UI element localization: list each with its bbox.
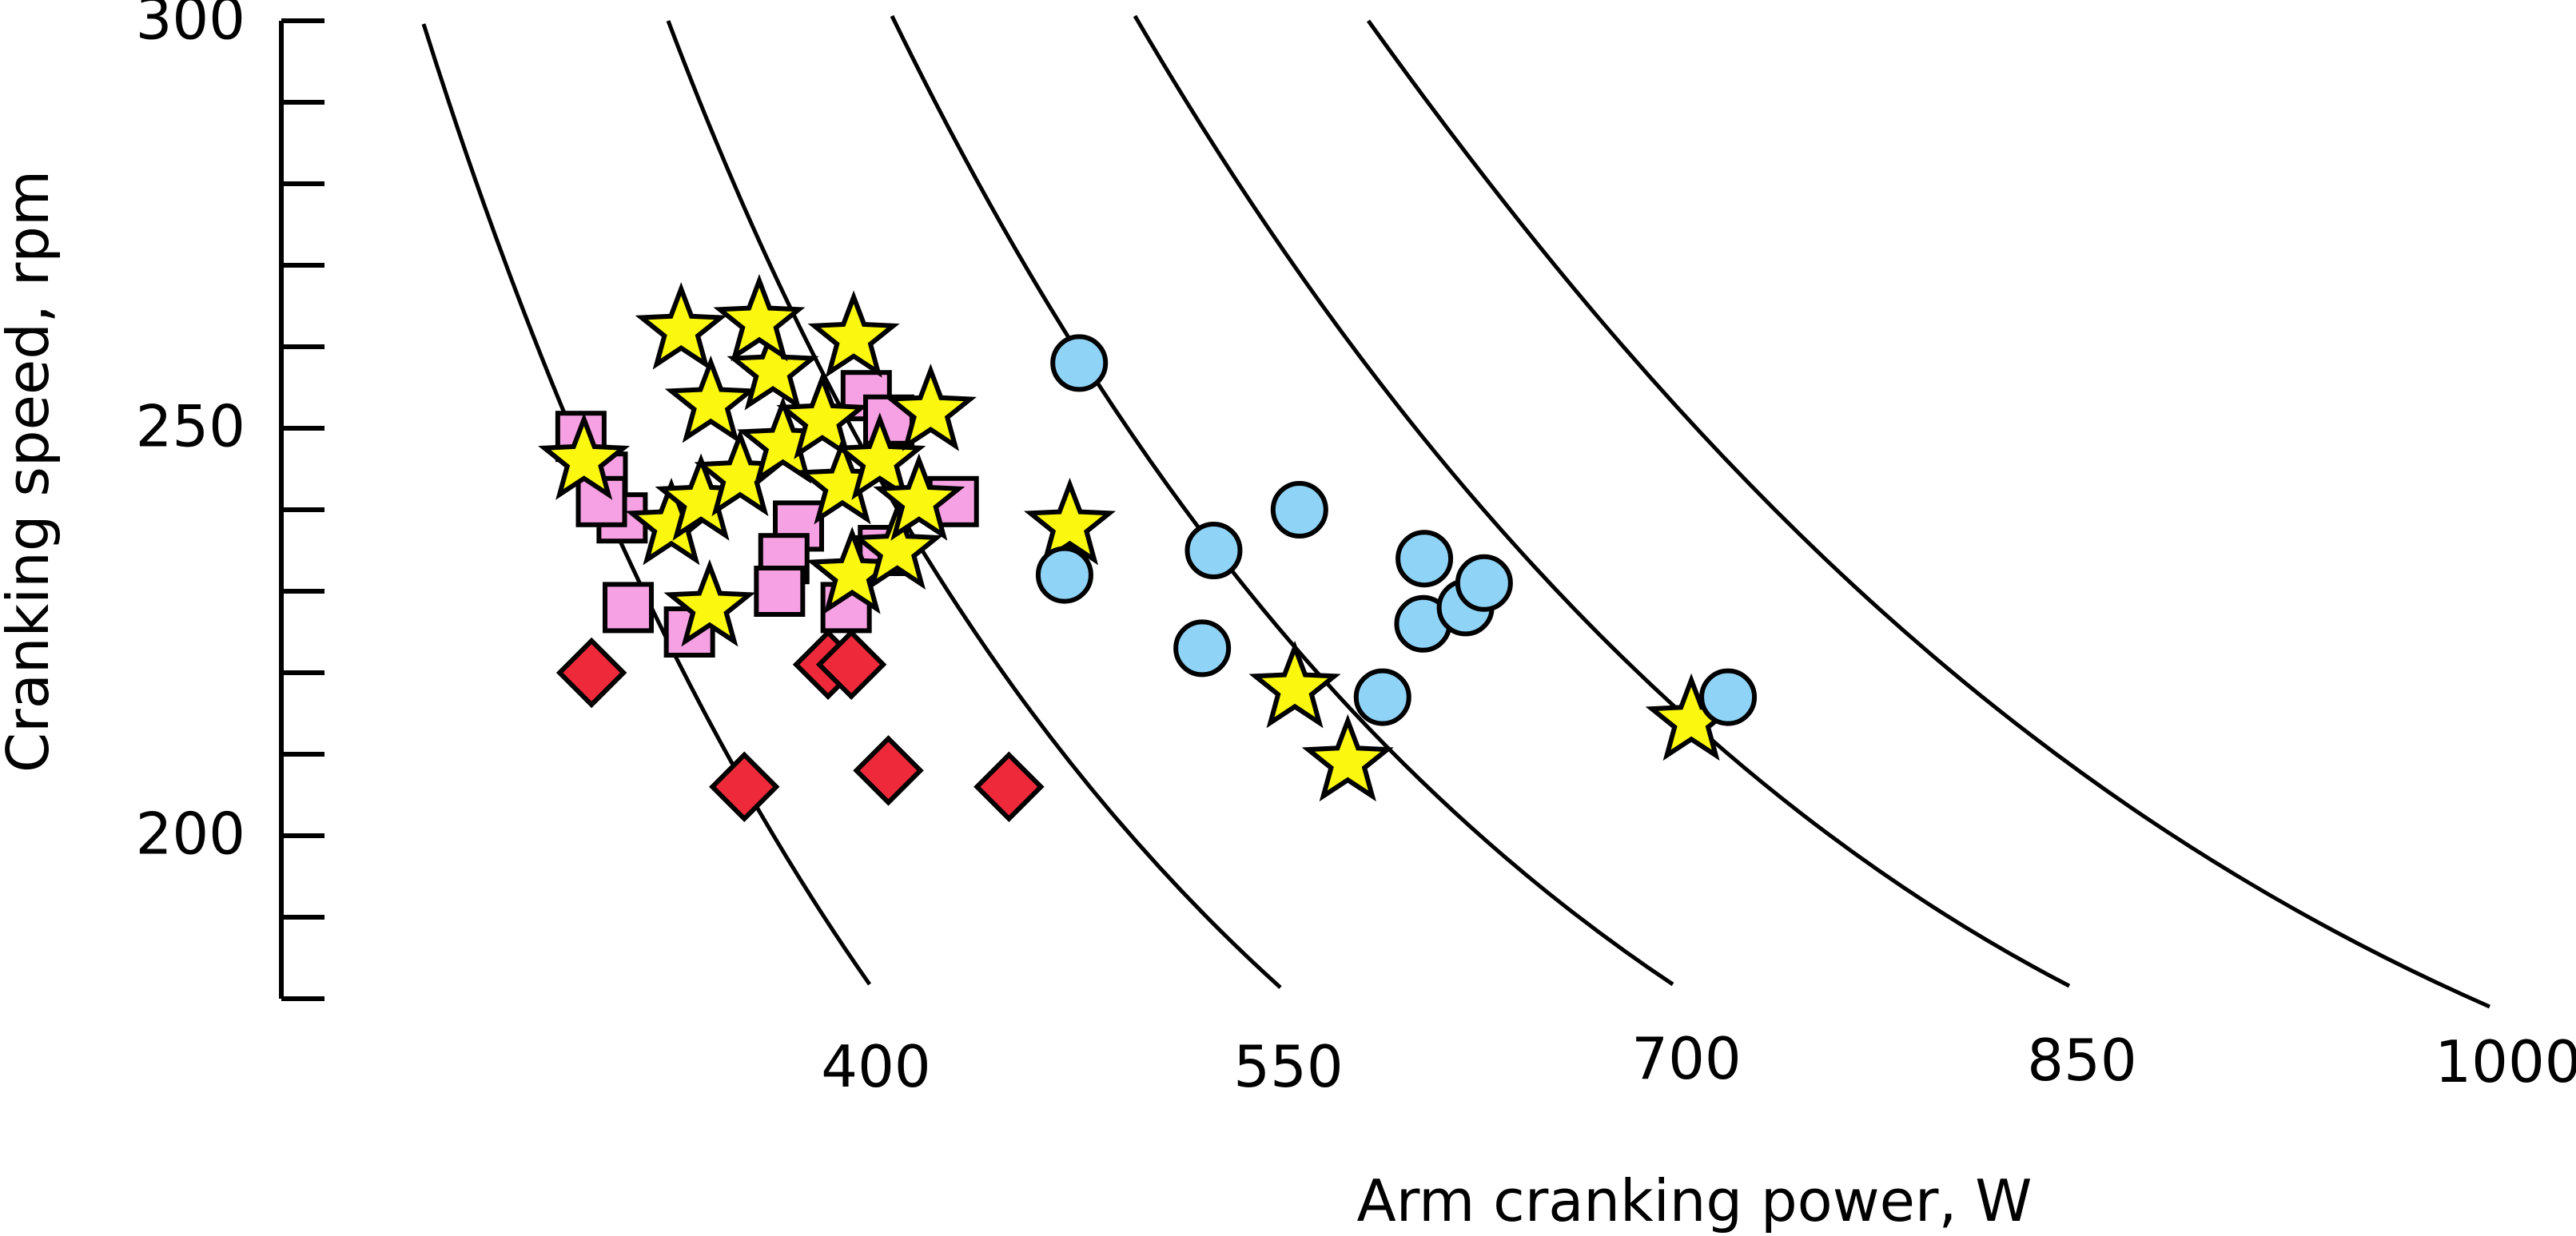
isopower-curve-1000 — [1366, 19, 2491, 1009]
diamond-point-5 — [973, 751, 1045, 823]
circle-point-1 — [1173, 619, 1232, 678]
star-point-5 — [664, 355, 757, 443]
star-point-15 — [873, 453, 966, 541]
star-point-20 — [1301, 713, 1394, 802]
isopower-curve-850 — [1133, 14, 2071, 988]
y-ticks — [281, 18, 324, 1001]
star-point-11 — [776, 372, 869, 459]
data-points — [538, 273, 1758, 823]
diamond-point-0 — [555, 637, 627, 709]
isopower-curves — [421, 14, 2491, 1009]
square-point-4 — [602, 582, 654, 634]
diamond-point-4 — [853, 735, 924, 806]
circle-point-9 — [1455, 554, 1513, 612]
star-point-0 — [538, 412, 631, 500]
x-axis-title: Arm cranking power, W — [1357, 1167, 2033, 1234]
isopower-label-1000: 1000 — [2435, 1028, 2576, 1095]
star-point-18 — [1024, 477, 1117, 566]
star-point-2 — [663, 558, 756, 647]
isopower-label-550: 550 — [1233, 1033, 1343, 1100]
circle-point-0 — [1035, 546, 1093, 604]
star-point-19 — [1248, 640, 1341, 729]
star-point-13 — [851, 502, 944, 590]
square-point-8 — [754, 566, 806, 617]
circle-point-10 — [1699, 668, 1758, 726]
star-point-17 — [884, 364, 977, 451]
circle-point-7 — [1395, 530, 1454, 588]
y-axis: 200 250 300 — [136, 0, 324, 1001]
circle-point-5 — [1270, 481, 1328, 539]
y-tick-label-200: 200 — [136, 801, 245, 868]
isopower-label-850: 850 — [2027, 1027, 2136, 1094]
star-point-4 — [635, 282, 727, 370]
circle-point-4 — [1353, 668, 1411, 726]
star-point-9 — [727, 323, 819, 411]
circle-point-3 — [1184, 522, 1243, 579]
diamond-point-1 — [709, 751, 780, 823]
y-tick-label-300: 300 — [136, 0, 245, 53]
y-tick-label-250: 250 — [136, 393, 245, 460]
y-axis-title: Cranking speed, rpm — [0, 170, 62, 773]
circle-point-2 — [1050, 334, 1109, 392]
diamond-point-3 — [815, 629, 887, 701]
isopower-curve-550 — [666, 20, 1282, 989]
star-point-16 — [807, 290, 900, 378]
isopower-label-700: 700 — [1631, 1025, 1741, 1092]
star-point-10 — [713, 273, 806, 362]
isopower-label-400: 400 — [821, 1033, 930, 1100]
star-point-14 — [834, 412, 926, 500]
